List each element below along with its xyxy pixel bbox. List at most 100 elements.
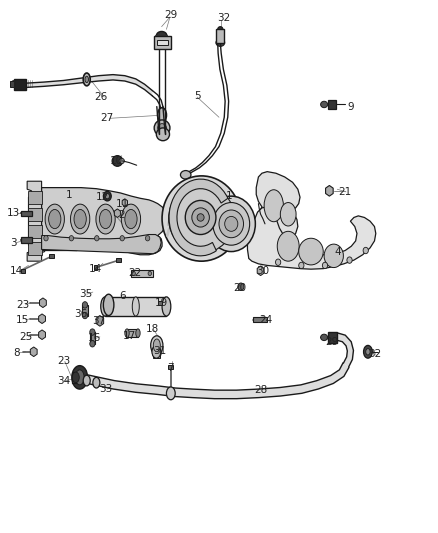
Text: 23: 23 <box>16 300 29 310</box>
Ellipse shape <box>85 76 88 83</box>
Text: 12: 12 <box>96 192 110 202</box>
Bar <box>127 329 138 337</box>
Ellipse shape <box>74 209 86 229</box>
Text: 15: 15 <box>16 315 29 325</box>
Ellipse shape <box>158 124 166 132</box>
Ellipse shape <box>169 184 234 253</box>
Ellipse shape <box>83 73 90 86</box>
Bar <box>10 81 14 87</box>
Bar <box>105 297 166 316</box>
Ellipse shape <box>264 190 283 222</box>
Ellipse shape <box>151 336 163 355</box>
Ellipse shape <box>154 120 170 136</box>
Ellipse shape <box>96 204 115 234</box>
Text: 31: 31 <box>153 346 166 356</box>
Text: 27: 27 <box>101 114 114 123</box>
Ellipse shape <box>219 210 244 238</box>
Text: 1: 1 <box>225 191 232 201</box>
Text: 4: 4 <box>335 247 342 256</box>
Bar <box>21 237 32 243</box>
Ellipse shape <box>82 312 88 319</box>
Ellipse shape <box>72 366 88 389</box>
Text: 37: 37 <box>92 316 105 326</box>
Bar <box>90 332 95 344</box>
Polygon shape <box>42 188 167 255</box>
Ellipse shape <box>321 101 328 108</box>
Ellipse shape <box>185 200 216 235</box>
Ellipse shape <box>75 370 84 385</box>
Text: 19: 19 <box>155 298 168 308</box>
Bar <box>157 40 168 45</box>
Bar <box>153 353 160 358</box>
Bar <box>49 254 54 258</box>
Ellipse shape <box>90 329 95 335</box>
Text: 28: 28 <box>254 385 267 395</box>
Text: 8: 8 <box>13 348 20 358</box>
Text: 25: 25 <box>20 332 33 342</box>
Polygon shape <box>333 333 353 367</box>
Polygon shape <box>256 172 300 243</box>
Ellipse shape <box>121 204 141 234</box>
Circle shape <box>69 236 74 241</box>
Circle shape <box>276 259 281 265</box>
Ellipse shape <box>366 349 370 355</box>
Ellipse shape <box>238 283 244 290</box>
Text: 34: 34 <box>57 376 70 386</box>
Ellipse shape <box>162 176 241 261</box>
Bar <box>216 29 224 43</box>
Ellipse shape <box>152 348 161 358</box>
Bar <box>131 270 153 277</box>
Bar <box>28 191 42 204</box>
Text: 22: 22 <box>128 268 141 278</box>
Polygon shape <box>26 75 152 96</box>
Ellipse shape <box>162 297 171 316</box>
Ellipse shape <box>119 158 124 164</box>
Text: 20: 20 <box>233 283 247 293</box>
Ellipse shape <box>71 204 90 234</box>
Circle shape <box>148 271 152 276</box>
Bar <box>328 100 336 109</box>
Text: 23: 23 <box>57 357 70 366</box>
Ellipse shape <box>152 345 161 358</box>
Ellipse shape <box>277 231 299 261</box>
Ellipse shape <box>158 108 166 123</box>
Ellipse shape <box>153 339 160 352</box>
Text: 10: 10 <box>11 80 24 90</box>
Ellipse shape <box>125 209 137 229</box>
Circle shape <box>347 257 352 263</box>
Ellipse shape <box>156 128 170 141</box>
Bar <box>21 269 25 273</box>
Text: 10: 10 <box>110 156 123 166</box>
Bar <box>82 305 88 316</box>
Ellipse shape <box>156 31 167 40</box>
Ellipse shape <box>103 294 114 316</box>
Circle shape <box>95 236 99 241</box>
Text: 7: 7 <box>167 363 174 373</box>
Ellipse shape <box>280 203 296 226</box>
Text: 6: 6 <box>119 291 126 301</box>
Circle shape <box>299 262 304 269</box>
Text: 18: 18 <box>146 325 159 334</box>
Ellipse shape <box>125 329 129 337</box>
Circle shape <box>44 236 48 241</box>
Ellipse shape <box>197 214 204 221</box>
Text: 30: 30 <box>256 266 269 276</box>
Text: 5: 5 <box>194 91 201 101</box>
Text: 21: 21 <box>339 187 352 197</box>
Text: 9: 9 <box>347 102 354 111</box>
Ellipse shape <box>299 238 323 265</box>
Text: 14: 14 <box>89 264 102 273</box>
Ellipse shape <box>364 345 372 358</box>
Text: 17: 17 <box>123 331 136 341</box>
Bar <box>158 301 162 305</box>
Ellipse shape <box>103 191 111 201</box>
Circle shape <box>120 236 124 241</box>
Wedge shape <box>169 179 228 256</box>
Text: 3: 3 <box>10 238 17 247</box>
Text: 29: 29 <box>325 337 339 347</box>
Ellipse shape <box>99 209 112 229</box>
Polygon shape <box>42 235 161 254</box>
Ellipse shape <box>216 39 225 46</box>
Ellipse shape <box>207 196 255 252</box>
Text: 36: 36 <box>74 310 88 319</box>
